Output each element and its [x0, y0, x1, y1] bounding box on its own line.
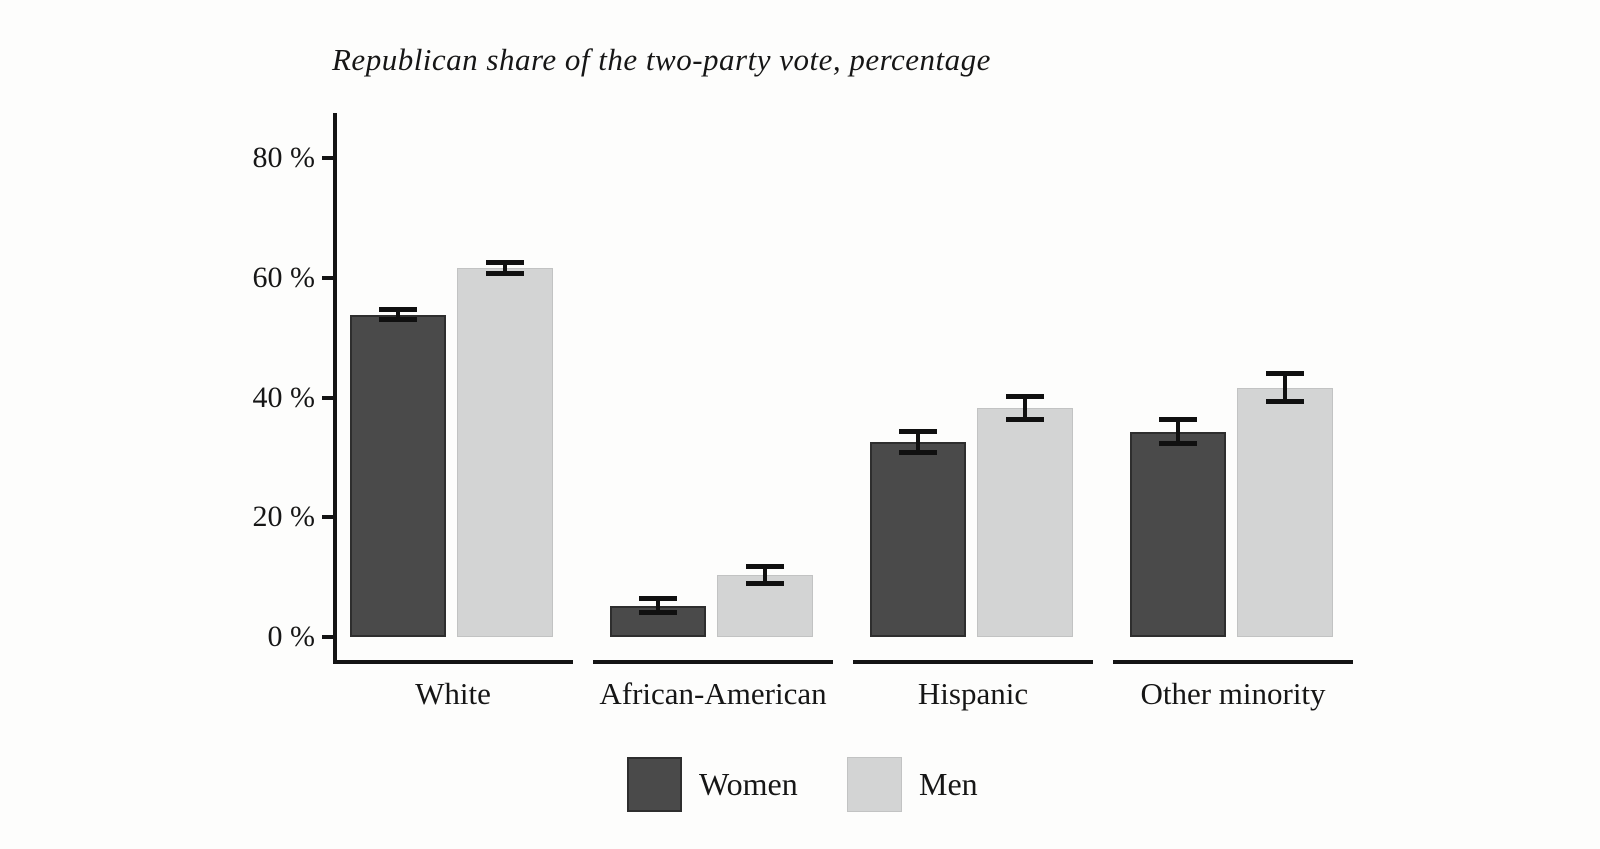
error-bar-stem — [656, 600, 660, 612]
y-axis-tick-label: 0 % — [267, 620, 316, 653]
y-axis-tick-label: 60 % — [252, 260, 316, 294]
y-axis-tick-label: 20 % — [252, 500, 316, 534]
error-bar-cap-bottom — [1159, 441, 1197, 447]
error-bar-stem — [763, 567, 767, 582]
error-bar-cap-top — [379, 307, 417, 313]
error-bar-cap-top — [1159, 416, 1197, 422]
error-bar-cap-top — [639, 596, 677, 602]
error-bar-cap-bottom — [746, 580, 784, 586]
category-underline — [333, 660, 573, 664]
error-bar-stem — [1023, 397, 1027, 418]
error-bar-stem — [1176, 420, 1180, 443]
category-label-other-minority: Other minority — [1140, 676, 1326, 711]
y-axis-tick-mark — [322, 515, 337, 520]
category-label-hispanic: Hispanic — [917, 676, 1029, 711]
error-bar-stem — [503, 263, 507, 273]
category-label-white: White — [415, 676, 491, 711]
y-axis-tick-mark — [322, 395, 337, 400]
error-bar-cap-bottom — [639, 610, 677, 616]
y-axis-tick-mark — [322, 156, 337, 160]
error-bar-cap-bottom — [379, 317, 417, 323]
error-bar-cap-top — [1006, 393, 1044, 399]
legend-item-men: Men — [847, 756, 978, 812]
bar-men-white — [457, 268, 553, 637]
error-bar-cap-bottom — [899, 449, 937, 455]
error-bar-stem — [916, 432, 920, 451]
bar-women-white — [350, 314, 446, 637]
legend-swatch-women — [627, 756, 682, 812]
error-bar-cap-top — [486, 259, 524, 265]
error-bar-cap-top — [899, 428, 937, 434]
error-bar-stem — [1283, 375, 1287, 401]
chart-title: Republican share of the two-party vote, … — [332, 42, 991, 77]
y-axis-tick-mark — [322, 275, 337, 280]
legend-label-women: Women — [699, 765, 798, 802]
error-bar-cap-bottom — [486, 271, 524, 277]
category-underline — [593, 660, 833, 664]
bar-women-other-minority — [1130, 431, 1226, 637]
error-bar-cap-bottom — [1006, 416, 1044, 422]
bar-women-african-american — [610, 605, 706, 637]
bar-men-hispanic — [977, 407, 1073, 637]
legend-item-women: Women — [627, 756, 798, 812]
category-underline — [1113, 660, 1353, 664]
error-bar-stem — [396, 311, 400, 319]
y-axis-tick-mark — [322, 635, 337, 639]
category-underline — [853, 660, 1093, 664]
y-axis-tick-label: 80 % — [252, 141, 316, 174]
error-bar-cap-bottom — [1266, 399, 1304, 405]
y-axis-tick-label: 40 % — [252, 380, 316, 414]
error-bar-cap-top — [1266, 371, 1304, 377]
category-label-african-american: African-American — [599, 676, 827, 711]
bar-women-hispanic — [870, 441, 966, 637]
legend-swatch-men — [847, 756, 902, 812]
bar-men-other-minority — [1237, 387, 1333, 637]
y-axis-line — [333, 113, 337, 664]
error-bar-cap-top — [746, 563, 784, 569]
legend-label-men: Men — [919, 765, 978, 802]
